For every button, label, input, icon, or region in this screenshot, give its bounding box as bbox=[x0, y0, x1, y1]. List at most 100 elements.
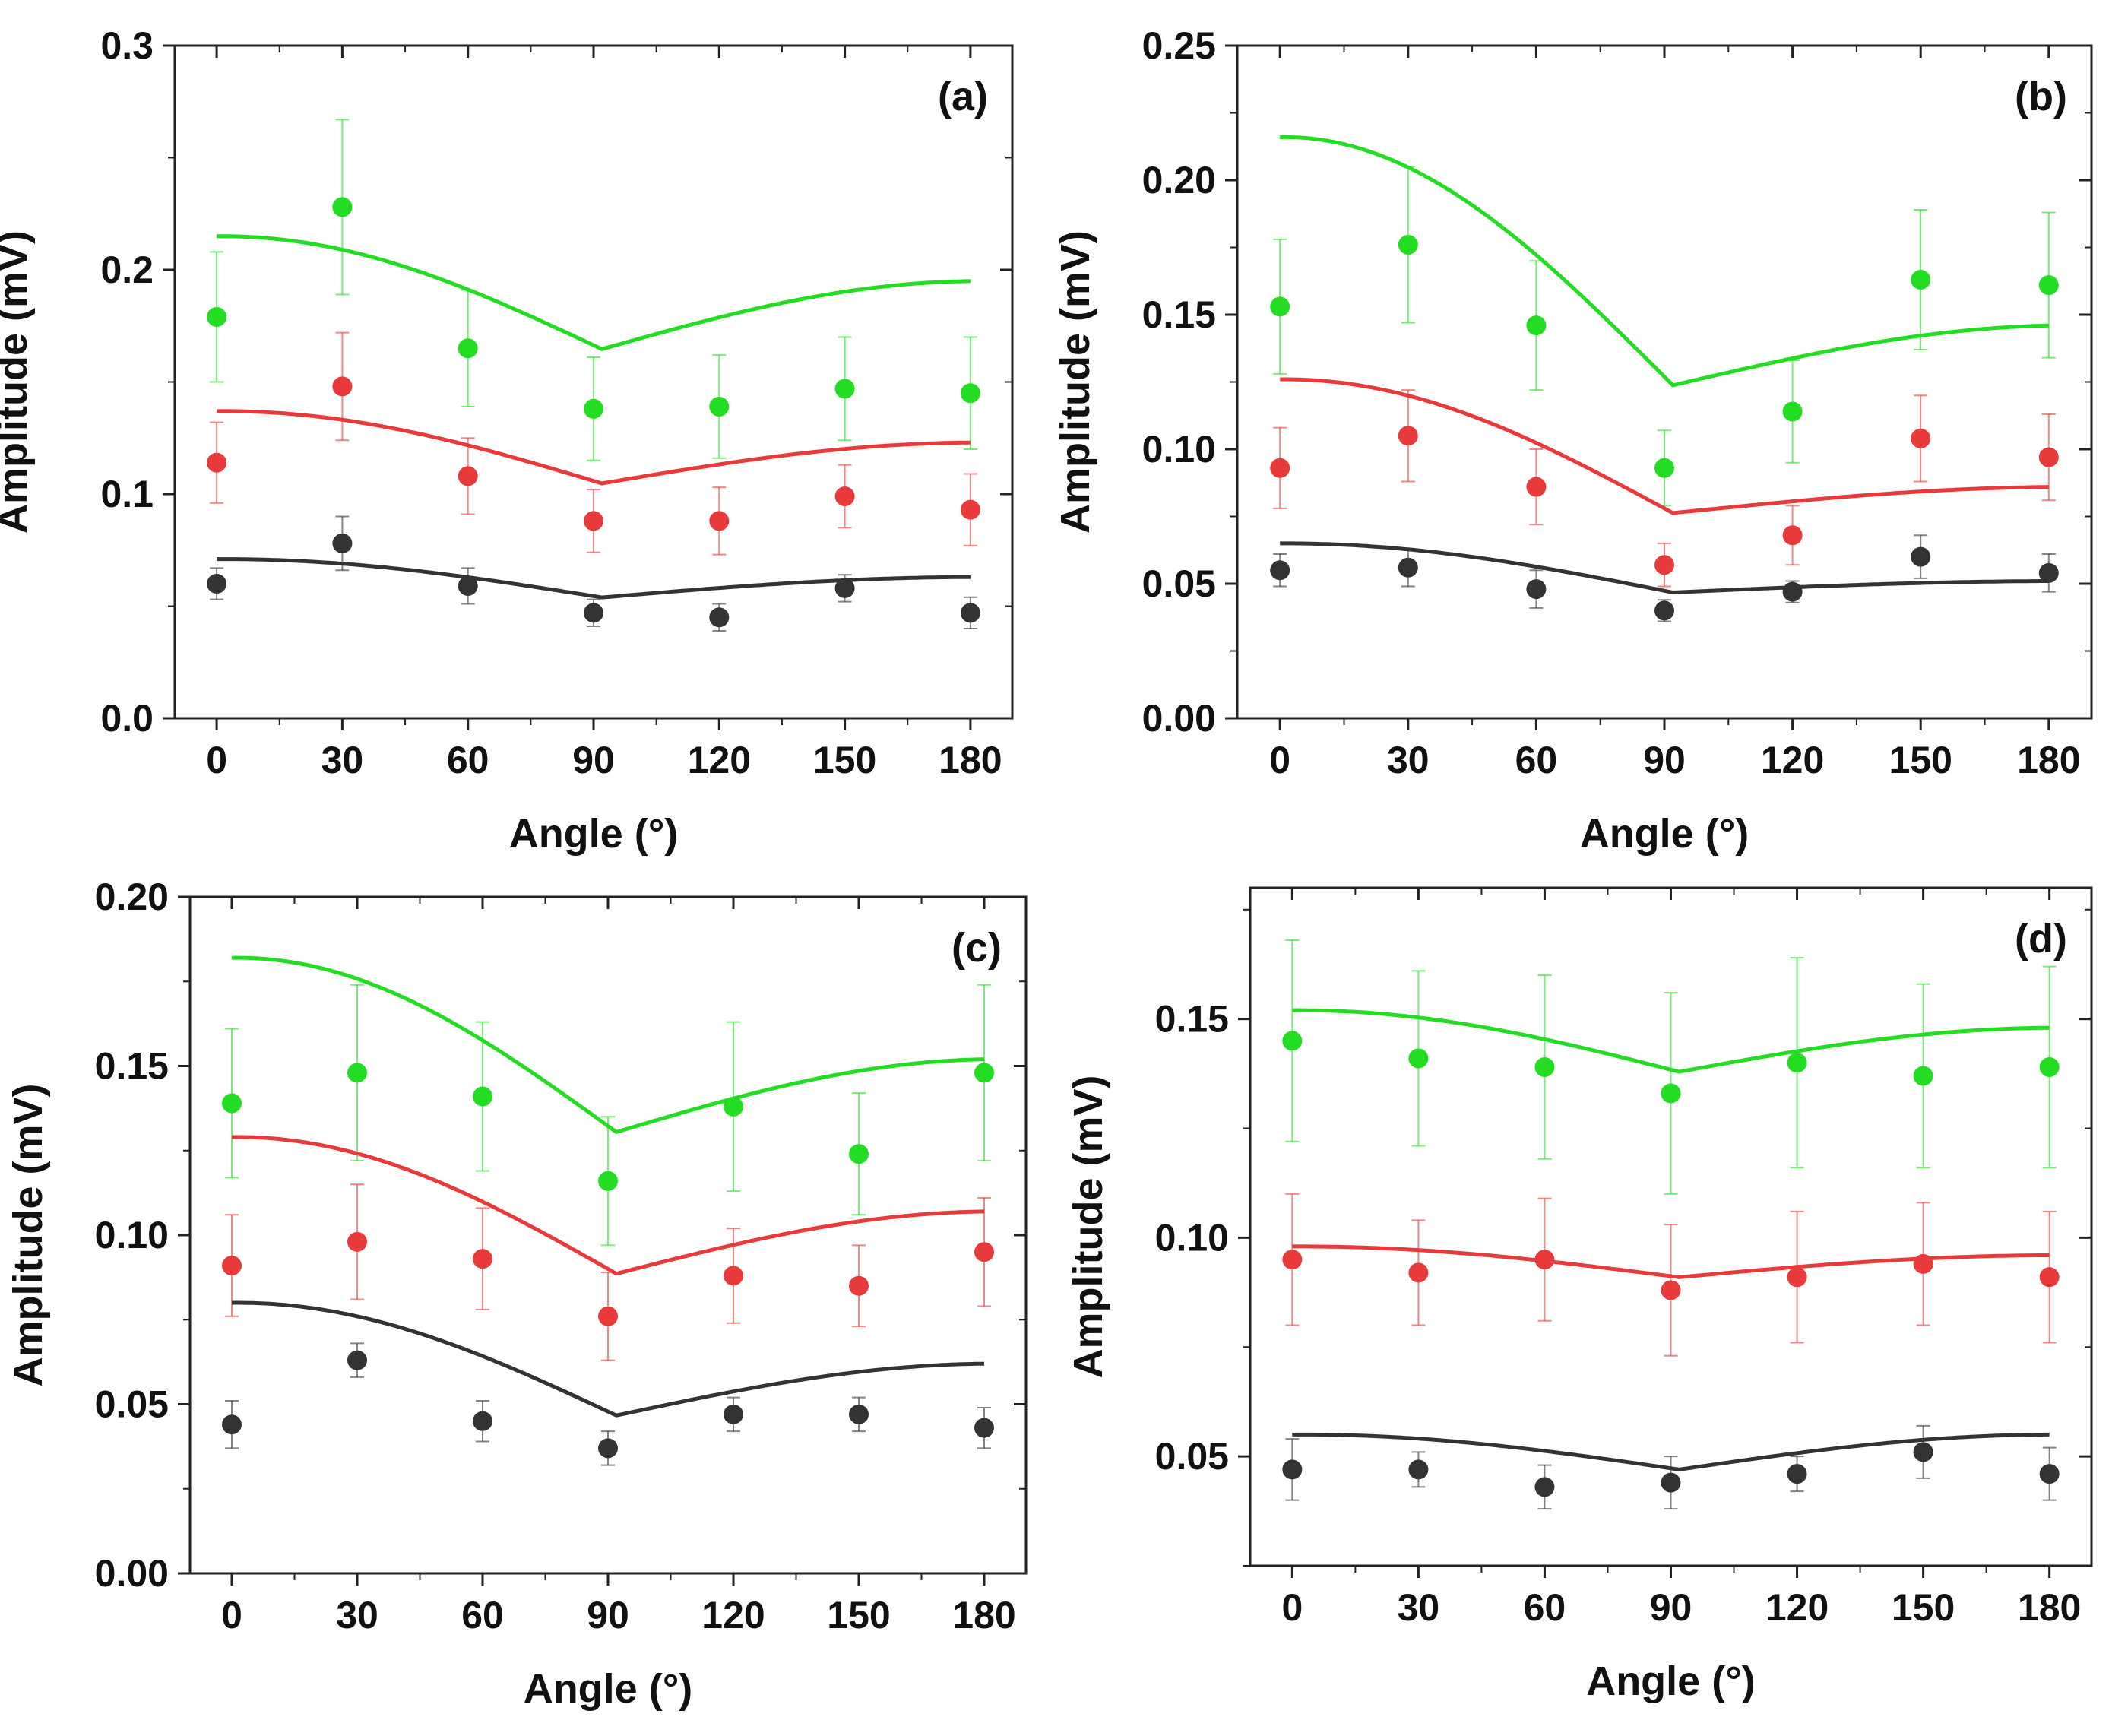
y-tick-label: 0.10 bbox=[95, 1214, 169, 1256]
data-point bbox=[584, 511, 603, 531]
x-tick-label: 30 bbox=[1387, 739, 1430, 781]
y-tick-label: 0.10 bbox=[1142, 428, 1216, 470]
x-tick-label: 90 bbox=[587, 1594, 629, 1636]
data-point bbox=[1526, 315, 1547, 336]
data-point bbox=[584, 398, 603, 419]
data-point bbox=[207, 574, 227, 594]
x-tick-label: 0 bbox=[221, 1594, 242, 1636]
fit-curve-black bbox=[231, 1300, 984, 1418]
data-point bbox=[598, 1306, 618, 1326]
y-tick-label: 0.1 bbox=[100, 473, 154, 515]
data-point bbox=[598, 1438, 618, 1459]
data-point bbox=[849, 1144, 869, 1164]
series-red bbox=[1270, 377, 2059, 588]
series-green bbox=[222, 955, 994, 1247]
panel-label: (a) bbox=[938, 74, 988, 119]
series-green bbox=[1270, 135, 2059, 507]
series-red bbox=[207, 331, 980, 556]
series-black bbox=[222, 1300, 994, 1466]
panel-label: (b) bbox=[2015, 74, 2067, 119]
data-point bbox=[834, 486, 855, 506]
series-red bbox=[222, 1135, 994, 1361]
y-tick-label: 0.20 bbox=[1142, 159, 1216, 201]
data-point bbox=[222, 1256, 242, 1276]
data-point bbox=[1398, 557, 1418, 578]
fit-curve-green bbox=[231, 955, 985, 1135]
x-tick-label: 90 bbox=[572, 739, 615, 781]
x-axis-title: Angle (°) bbox=[1580, 811, 1749, 857]
data-point bbox=[1787, 1464, 1807, 1484]
y-tick-label: 0.15 bbox=[1142, 293, 1216, 336]
x-tick-label: 90 bbox=[1650, 1586, 1692, 1629]
x-tick-label: 120 bbox=[688, 739, 751, 781]
data-point bbox=[1654, 458, 1674, 478]
x-tick-label: 120 bbox=[701, 1594, 765, 1636]
fit-curve-green bbox=[217, 234, 971, 351]
data-point bbox=[347, 1231, 367, 1252]
data-point bbox=[1787, 1053, 1807, 1073]
x-tick-label: 180 bbox=[2018, 1586, 2081, 1629]
x-tick-label: 60 bbox=[461, 1594, 504, 1636]
y-tick-label: 0.15 bbox=[95, 1045, 169, 1088]
data-point bbox=[1282, 1031, 1303, 1051]
y-tick-label: 0.00 bbox=[95, 1552, 169, 1595]
data-point bbox=[1911, 269, 1931, 290]
data-point bbox=[1398, 426, 1418, 446]
data-point bbox=[473, 1411, 492, 1431]
data-point bbox=[1526, 579, 1547, 600]
series-green bbox=[1282, 939, 2060, 1195]
x-tick-label: 90 bbox=[1643, 739, 1686, 781]
x-tick-label: 180 bbox=[952, 1594, 1015, 1636]
data-point bbox=[473, 1249, 492, 1269]
panel-label: (c) bbox=[952, 925, 1002, 971]
data-point bbox=[1270, 458, 1290, 478]
x-axis-title: Angle (°) bbox=[524, 1666, 693, 1712]
x-tick-label: 150 bbox=[1889, 739, 1952, 781]
x-tick-label: 180 bbox=[2017, 739, 2080, 781]
x-tick-label: 120 bbox=[1761, 739, 1824, 781]
data-point bbox=[458, 575, 478, 596]
y-tick-label: 0.05 bbox=[1155, 1435, 1229, 1478]
data-point bbox=[1270, 296, 1290, 317]
data-point bbox=[960, 603, 980, 623]
data-point bbox=[222, 1414, 242, 1435]
data-point bbox=[1534, 1250, 1555, 1270]
data-point bbox=[1787, 1267, 1807, 1288]
y-tick-label: 0.05 bbox=[95, 1383, 169, 1426]
data-point bbox=[724, 1266, 743, 1286]
y-axis-title: Amplitude (mV) bbox=[5, 1084, 51, 1387]
data-point bbox=[1534, 1477, 1555, 1497]
data-point bbox=[207, 452, 227, 473]
data-point bbox=[1913, 1442, 1933, 1462]
x-tick-label: 60 bbox=[447, 739, 489, 781]
data-point bbox=[2039, 1267, 2060, 1288]
y-tick-label: 0.25 bbox=[1142, 24, 1216, 67]
data-point bbox=[709, 511, 730, 531]
data-point bbox=[1661, 1280, 1681, 1300]
x-tick-label: 60 bbox=[1524, 1586, 1566, 1629]
data-point bbox=[1408, 1459, 1429, 1480]
data-point bbox=[222, 1093, 242, 1114]
data-point bbox=[2038, 447, 2059, 467]
y-axis-title: Amplitude (mV) bbox=[0, 230, 36, 534]
x-tick-label: 30 bbox=[336, 1594, 378, 1636]
data-point bbox=[1282, 1250, 1303, 1270]
y-tick-label: 0.0 bbox=[100, 697, 154, 740]
data-point bbox=[1661, 1472, 1681, 1493]
data-point bbox=[1398, 234, 1418, 255]
data-point bbox=[332, 376, 353, 397]
data-point bbox=[960, 499, 980, 520]
data-point bbox=[834, 578, 855, 598]
data-point bbox=[1408, 1048, 1429, 1069]
panel-b: 0 30 60 90 120 150 180 0.00 0.05 0.10 0.15 0.20 0.25… bbox=[1053, 24, 2093, 857]
data-point bbox=[347, 1350, 367, 1370]
data-point bbox=[849, 1404, 869, 1424]
data-point bbox=[2039, 1464, 2060, 1484]
fit-curve-red bbox=[232, 1135, 985, 1276]
data-point bbox=[1270, 560, 1290, 581]
panel-d: 0 30 60 90 120 150 180 0.05 0.10 0.15 Angle (°) Amp… bbox=[1065, 886, 2093, 1704]
panel-a: 0 30 60 90 120 150 180 0.0 0.1 0.2 0.3 Angle (°) Amp… bbox=[0, 24, 1014, 857]
data-point bbox=[1913, 1253, 1933, 1274]
data-point bbox=[1913, 1066, 1933, 1086]
